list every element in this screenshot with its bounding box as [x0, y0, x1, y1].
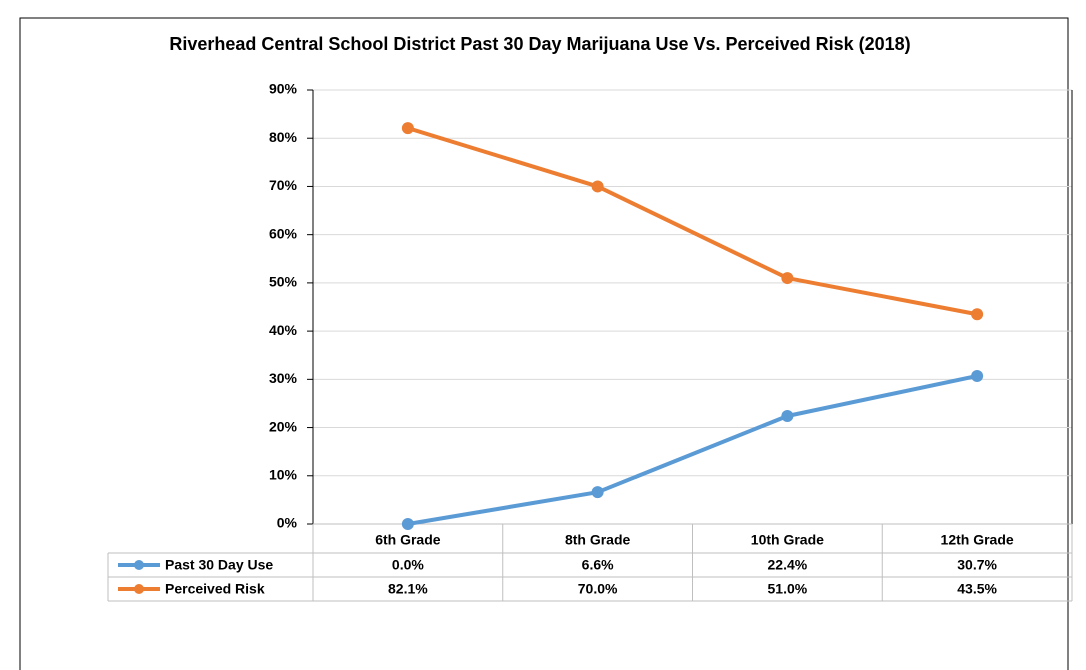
- table-value: 70.0%: [578, 581, 618, 597]
- legend-label: Perceived Risk: [165, 581, 265, 597]
- point: [781, 272, 794, 285]
- series-line: [407, 126, 978, 317]
- point: [401, 122, 414, 135]
- x-tick-label: 8th Grade: [565, 532, 631, 548]
- legend-swatch: [134, 560, 144, 570]
- y-tick-label: 50%: [269, 274, 298, 290]
- table-value: 22.4%: [768, 557, 808, 573]
- y-tick-label: 70%: [269, 177, 298, 193]
- y-tick-label: 30%: [269, 370, 298, 386]
- point: [401, 518, 414, 530]
- x-tick-label: 12th Grade: [941, 532, 1014, 548]
- chart-title: Riverhead Central School District Past 3…: [169, 34, 911, 54]
- legend-swatch: [134, 584, 144, 594]
- point: [781, 409, 794, 422]
- series-line: [407, 374, 978, 526]
- point: [971, 369, 984, 382]
- legend-label: Past 30 Day Use: [165, 557, 273, 573]
- table-value: 0.0%: [392, 557, 424, 573]
- y-tick-label: 40%: [269, 322, 298, 338]
- chart-border: [19, 17, 1069, 670]
- x-tick-label: 6th Grade: [375, 532, 441, 548]
- point: [591, 486, 604, 499]
- point: [591, 180, 604, 193]
- table-value: 43.5%: [957, 581, 997, 597]
- point: [971, 308, 984, 321]
- table-value: 51.0%: [768, 581, 808, 597]
- y-tick-label: 80%: [269, 129, 298, 145]
- y-tick-label: 90%: [269, 81, 298, 97]
- table-value: 82.1%: [388, 581, 428, 597]
- table-value: 30.7%: [957, 557, 997, 573]
- y-tick-label: 20%: [269, 418, 298, 434]
- y-tick-label: 60%: [269, 225, 298, 241]
- table-value: 6.6%: [582, 557, 614, 573]
- y-tick-label: 10%: [269, 466, 298, 482]
- x-tick-label: 10th Grade: [751, 532, 824, 548]
- y-tick-label: 0%: [277, 515, 298, 531]
